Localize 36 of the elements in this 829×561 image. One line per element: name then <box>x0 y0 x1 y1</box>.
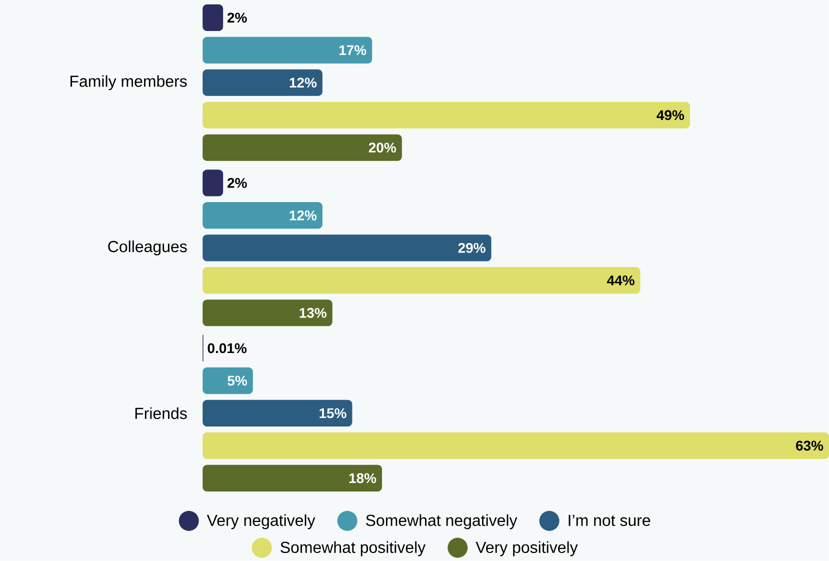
data-label: 2% <box>227 178 247 188</box>
data-label: 63% <box>796 440 824 451</box>
bar <box>202 464 382 492</box>
legend-label: Somewhat negatively <box>366 514 518 530</box>
bar <box>202 4 224 32</box>
data-label: 20% <box>368 142 396 153</box>
data-label: 0.01% <box>208 343 247 354</box>
bar <box>202 400 352 427</box>
data-label: 5% <box>228 376 248 386</box>
data-label: 2% <box>227 12 247 23</box>
bar <box>202 368 253 394</box>
data-label: 49% <box>656 110 684 120</box>
data-label: 12% <box>290 78 317 88</box>
y-tick-label: Friends <box>135 407 187 420</box>
bar <box>202 134 402 162</box>
data-label: 29% <box>458 243 486 253</box>
y-tick-label: Colleagues <box>108 240 187 256</box>
data-label: 17% <box>339 45 366 56</box>
data-label: 12% <box>290 210 317 220</box>
legend-label: Very positively <box>476 541 578 556</box>
data-label: 15% <box>320 408 346 418</box>
legend-label: Somewhat positively <box>280 541 426 556</box>
y-tick-label: Family members <box>70 75 187 90</box>
bar <box>202 234 492 262</box>
bar <box>202 102 690 129</box>
bar <box>202 300 332 326</box>
legend-label: I’m not sure <box>568 514 650 526</box>
data-label: 13% <box>300 308 326 318</box>
bar <box>202 202 322 229</box>
bar <box>202 170 224 196</box>
legend-label: Very negatively <box>206 514 316 530</box>
bar <box>202 69 322 96</box>
data-label: 18% <box>349 473 376 484</box>
data-label: 44% <box>606 276 634 286</box>
bar <box>202 36 372 64</box>
bar <box>202 267 640 294</box>
